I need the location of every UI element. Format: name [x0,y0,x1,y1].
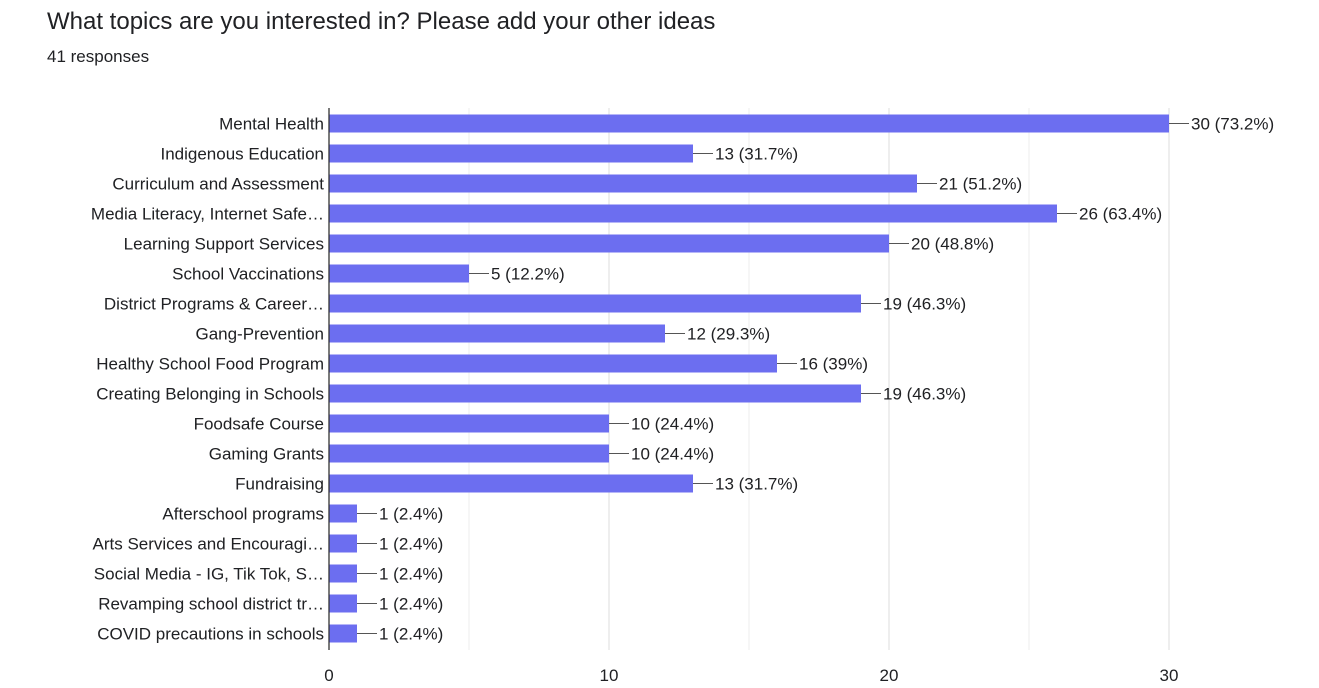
data-label: 16 (39%) [799,355,868,374]
data-label: 19 (46.3%) [883,385,966,404]
category-label: Healthy School Food Program [96,355,324,374]
data-label: 5 (12.2%) [491,265,565,284]
data-label: 1 (2.4%) [379,625,443,644]
bar [329,504,357,523]
category-label: Afterschool programs [162,505,324,524]
data-label: 19 (46.3%) [883,295,966,314]
category-label: Gaming Grants [209,445,324,464]
bar [329,564,357,583]
bar [329,384,861,403]
category-label: Curriculum and Assessment [112,175,324,194]
bar [329,414,609,433]
data-label: 26 (63.4%) [1079,205,1162,224]
data-label: 20 (48.8%) [911,235,994,254]
bar [329,534,357,553]
bar [329,594,357,613]
bar [329,114,1169,133]
category-label: Mental Health [219,115,324,134]
category-label: Gang-Prevention [195,325,324,344]
data-label: 13 (31.7%) [715,475,798,494]
data-label: 10 (24.4%) [631,445,714,464]
data-label: 1 (2.4%) [379,565,443,584]
category-label: COVID precautions in schools [97,625,324,644]
category-label: Learning Support Services [124,235,324,254]
bar [329,264,469,283]
bar [329,144,693,163]
data-label: 1 (2.4%) [379,505,443,524]
data-label: 21 (51.2%) [939,175,1022,194]
category-label: Arts Services and Encouragi… [93,535,325,554]
category-label: Fundraising [235,475,324,494]
x-tick-label: 20 [880,666,899,685]
bar [329,204,1057,223]
category-label: Indigenous Education [160,145,324,164]
response-count: 41 responses [47,47,150,66]
bar [329,294,861,313]
category-label: Revamping school district tr… [98,595,324,614]
x-tick-label: 30 [1160,666,1179,685]
x-tick-label: 0 [324,666,333,685]
chart-title: What topics are you interested in? Pleas… [47,8,716,35]
category-label: Media Literacy, Internet Safe… [91,205,324,224]
bar [329,354,777,373]
x-tick-label: 10 [600,666,619,685]
category-label: Foodsafe Course [194,415,324,434]
data-label: 10 (24.4%) [631,415,714,434]
category-label: School Vaccinations [172,265,324,284]
bar [329,174,917,193]
bar [329,234,889,253]
category-label: District Programs & Career… [104,295,324,314]
bar [329,474,693,493]
bar [329,324,665,343]
bar [329,444,609,463]
data-label: 30 (73.2%) [1191,115,1274,134]
category-label: Creating Belonging in Schools [96,385,324,404]
data-label: 1 (2.4%) [379,595,443,614]
data-label: 13 (31.7%) [715,145,798,164]
bar [329,624,357,643]
data-label: 1 (2.4%) [379,535,443,554]
data-label: 12 (29.3%) [687,325,770,344]
category-label: Social Media - IG, Tik Tok, S… [94,565,324,584]
